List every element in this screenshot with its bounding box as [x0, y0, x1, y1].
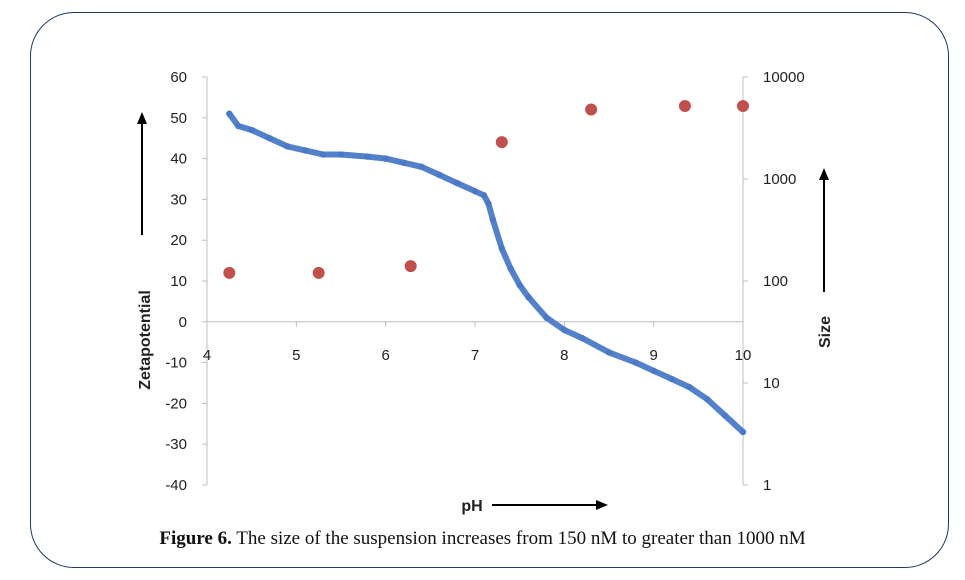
zetapotential-point — [471, 188, 479, 195]
y-left-tick-label: -20 — [165, 395, 187, 412]
zetapotential-point — [605, 349, 613, 356]
zetapotential-line — [226, 110, 746, 435]
size-point — [585, 103, 598, 116]
y-right-tick-label: 1000 — [763, 171, 796, 188]
zetapotential-point — [485, 200, 492, 207]
caption-text: The size of the suspension increases fro… — [236, 528, 806, 549]
y-right-tick-label: 100 — [763, 273, 788, 290]
zetapotential-point — [543, 314, 550, 321]
zetapotential-point — [686, 383, 693, 391]
y-left-tick-label: 20 — [170, 232, 187, 249]
zetapotential-point — [489, 216, 497, 223]
y-left-tick-label: -30 — [165, 436, 187, 453]
y-left-arrow — [137, 112, 147, 235]
y-right-tick-label: 1 — [763, 477, 771, 494]
zetapotential-point — [266, 135, 273, 142]
zetapotential-point — [721, 412, 729, 419]
zetapotential-point — [525, 294, 532, 301]
right-axis: 10000 1000 100 10 1 — [742, 69, 805, 494]
zetapotential-point — [561, 326, 568, 334]
caption-label: Figure 6. — [159, 528, 232, 549]
x-tick-label: 8 — [560, 347, 568, 364]
y-left-tick-label: -10 — [165, 355, 187, 372]
zetapotential-point — [739, 428, 747, 436]
y-left-tick-label: -40 — [165, 477, 187, 494]
x-tick-label: 4 — [203, 347, 211, 364]
y-left-tick-label: 0 — [179, 314, 187, 331]
zetapotential-point — [337, 151, 345, 158]
zetapotential-point — [418, 163, 425, 170]
zetapotential-point — [507, 265, 514, 272]
size-point — [678, 99, 691, 112]
zetapotential-point — [436, 171, 443, 179]
zetapotential-point — [632, 359, 639, 366]
left-axis: 60 50 40 30 20 10 0 -10 -20 -30 -40 — [165, 69, 208, 494]
y-left-tick-label: 10 — [170, 273, 187, 290]
x-axis-arrow — [492, 500, 608, 510]
zetapotential-point — [650, 367, 657, 374]
x-tick-label: 10 — [735, 347, 752, 364]
size-series — [223, 99, 749, 279]
x-tick-label: 9 — [649, 347, 657, 364]
zetapotential-point — [226, 110, 233, 117]
x-axis-label: pH — [461, 498, 482, 515]
size-point — [495, 136, 508, 149]
size-point — [404, 260, 417, 273]
zetapotential-point — [498, 245, 505, 252]
x-tick-label: 7 — [471, 347, 479, 364]
size-point — [223, 266, 236, 279]
y-left-tick-label: 50 — [170, 110, 187, 127]
zetapotential-point — [248, 126, 255, 134]
y-left-tick-label: 30 — [170, 191, 187, 208]
zetapotential-point — [319, 151, 327, 158]
zetapotential-point — [704, 396, 711, 403]
zetapotential-point — [364, 153, 371, 160]
zetapotential-point — [453, 179, 461, 187]
zetapotential-point — [382, 155, 389, 162]
figure-frame — [30, 12, 949, 568]
y-right-label: Size — [817, 316, 834, 348]
zetapotential-point — [235, 122, 242, 130]
size-point — [737, 99, 749, 112]
zetapotential-point — [302, 147, 309, 154]
zetapotential-point — [480, 192, 488, 199]
zetapotential-point — [400, 159, 407, 166]
y-left-label: Zetapotential — [137, 290, 154, 390]
x-axis: 4 5 6 7 8 9 10 — [203, 321, 752, 364]
figure-caption: Figure 6. The size of the suspension inc… — [0, 528, 965, 550]
size-point — [312, 266, 325, 279]
y-right-arrow — [819, 168, 829, 292]
y-right-tick-label: 10 — [763, 375, 780, 392]
zetapotential-point — [579, 334, 586, 342]
y-right-tick-label: 10000 — [763, 69, 805, 86]
zetapotential-point — [284, 143, 291, 150]
x-tick-label: 5 — [292, 347, 300, 364]
y-left-tick-label: 60 — [170, 69, 187, 86]
zetapotential-series — [226, 110, 747, 436]
y-left-tick-label: 40 — [170, 151, 187, 168]
x-tick-label: 6 — [381, 347, 389, 364]
zetapotential-point — [516, 281, 523, 289]
zetapotential-point — [668, 375, 675, 383]
